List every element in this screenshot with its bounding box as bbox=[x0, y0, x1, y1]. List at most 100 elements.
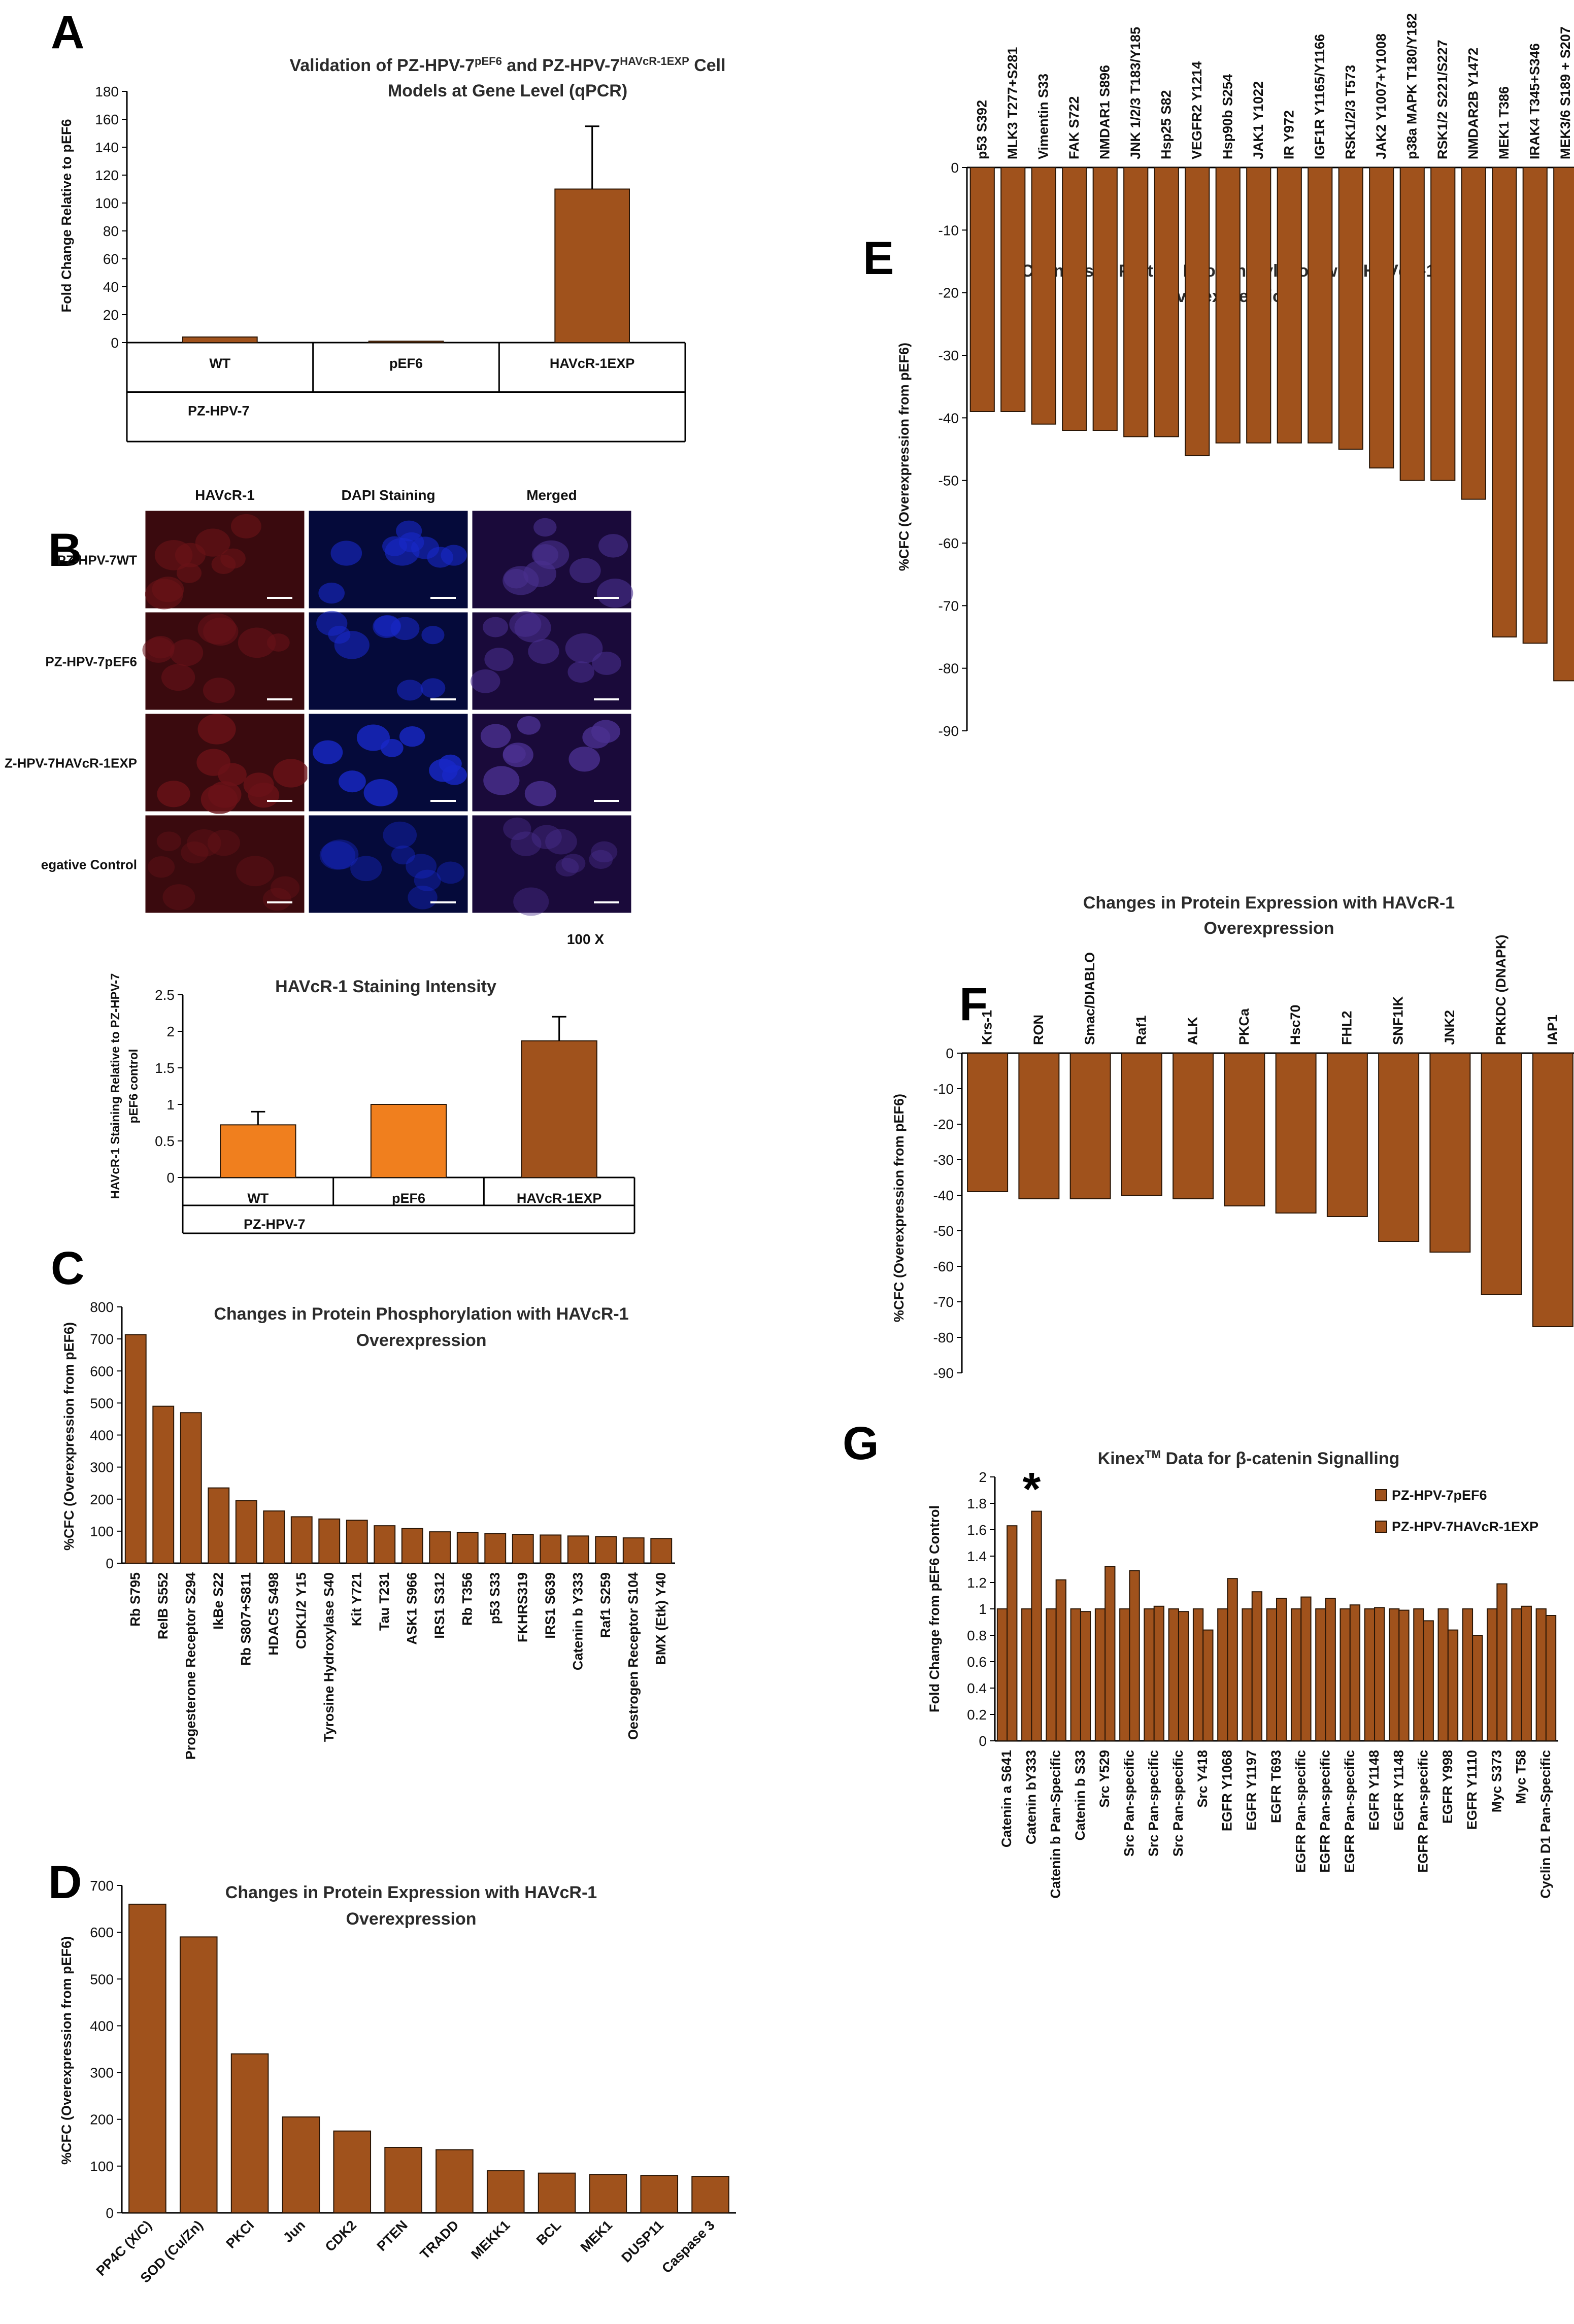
e-bar-4 bbox=[1092, 167, 1118, 431]
f-bar-3 bbox=[1121, 1053, 1162, 1196]
b-cell-r3-c0-7 bbox=[181, 841, 209, 864]
b-cell-r3-c0-1 bbox=[187, 829, 221, 857]
e-cat-label-16: NMDAR2B Y1472 bbox=[1465, 48, 1481, 159]
f-cat-label-1: RON bbox=[1031, 1015, 1046, 1045]
b-cell-r0-c0-3 bbox=[195, 528, 230, 557]
e-bar-7 bbox=[1185, 167, 1210, 456]
a-ytick-label-1: 20 bbox=[103, 307, 119, 323]
g-bar-s1-11 bbox=[1276, 1598, 1287, 1741]
g-bar-s1-1 bbox=[1031, 1510, 1042, 1742]
e-bar-6 bbox=[1154, 167, 1179, 437]
c-bar-7 bbox=[318, 1518, 341, 1564]
g-bar-s0-8 bbox=[1192, 1608, 1204, 1741]
b-cell-r3-c2-0 bbox=[589, 850, 613, 869]
f-title-line-1: Changes in Protein Expression with HAVcR… bbox=[1083, 893, 1455, 913]
b-cell-r3-c0-3 bbox=[262, 888, 292, 911]
b-cell-r3-c0-0 bbox=[148, 856, 175, 878]
g-bar-s0-14 bbox=[1339, 1608, 1351, 1741]
d-ytick-label-0: 0 bbox=[106, 2205, 114, 2221]
b-cell-r2-c1-3 bbox=[399, 726, 425, 747]
c-bar-4 bbox=[235, 1500, 257, 1564]
e-cat-label-3: FAK S722 bbox=[1066, 96, 1082, 159]
c-cat-label-0: Rb S795 bbox=[127, 1572, 143, 1627]
c-title-line-1: Changes in Protein Phosphorylation with … bbox=[214, 1304, 628, 1324]
g-bar-s1-8 bbox=[1202, 1629, 1214, 1742]
d-bar-2 bbox=[230, 2053, 269, 2214]
g-bar-s1-0 bbox=[1007, 1525, 1018, 1741]
e-cat-label-5: JNK 1/2/3 T183/Y185 bbox=[1128, 27, 1143, 159]
b-cell-r2-c1-7 bbox=[339, 770, 366, 793]
c-cat-label-6: CDK1/2 Y15 bbox=[293, 1572, 309, 1649]
g-ytick-label-2: 0.4 bbox=[967, 1680, 987, 1696]
b-bar-1 bbox=[370, 1104, 447, 1178]
f-cat-label-2: Smac/DIABLO bbox=[1082, 952, 1097, 1045]
b-cell-r2-c0-8 bbox=[243, 772, 274, 797]
g-ytick-label-1: 0.2 bbox=[967, 1707, 987, 1723]
a-title-line-1-part-0: Validation of PZ-HPV-7 bbox=[289, 56, 475, 75]
b-cell-r2-c1-1 bbox=[313, 740, 343, 764]
b-cell-r3-c0-6 bbox=[236, 856, 275, 887]
e-ytick-label-0: 0 bbox=[951, 160, 959, 176]
g-cat-label-9: EGFR Y1068 bbox=[1219, 1750, 1234, 1831]
b-cell-r0-c1-5 bbox=[318, 582, 345, 604]
c-cat-label-19: BMX (Etk) Y40 bbox=[653, 1572, 668, 1665]
g-cat-label-13: EGFR Pan-specific bbox=[1318, 1750, 1333, 1873]
g-ytick-label-7: 1.4 bbox=[967, 1548, 987, 1564]
c-ylabel-0: %CFC (Overexpression from pEF6) bbox=[61, 1322, 77, 1551]
g-cat-label-7: Src Pan-specific bbox=[1170, 1750, 1186, 1857]
c-bar-9 bbox=[374, 1525, 396, 1564]
a-bar-0 bbox=[182, 336, 258, 343]
a-ytick-label-2: 40 bbox=[103, 279, 119, 295]
e-ytick-label-6: -60 bbox=[939, 535, 959, 551]
c-bar-0 bbox=[124, 1334, 147, 1564]
d-bar-6 bbox=[436, 2149, 474, 2213]
g-ytick-label-9: 1.8 bbox=[967, 1496, 987, 1511]
g-cat-label-0: Catenin a S641 bbox=[999, 1750, 1014, 1847]
g-ytick-label-10: 2 bbox=[979, 1469, 987, 1485]
g-bar-s1-22 bbox=[1545, 1615, 1557, 1741]
f-cat-label-0: Krs-1 bbox=[980, 1010, 995, 1045]
g-bar-s0-19 bbox=[1462, 1608, 1473, 1741]
e-ytick-label-2: -20 bbox=[939, 285, 959, 301]
g-bar-s0-0 bbox=[996, 1608, 1008, 1741]
d-ylabel-0: %CFC (Overexpression from pEF6) bbox=[59, 1936, 74, 2165]
b-micrograph-r3-c0 bbox=[144, 814, 306, 915]
g-cat-label-8: Src Y418 bbox=[1195, 1750, 1210, 1808]
e-bar-0 bbox=[969, 167, 995, 412]
b-cell-r1-c1-8 bbox=[390, 617, 420, 641]
g-bar-s1-6 bbox=[1153, 1605, 1164, 1742]
c-bar-2 bbox=[180, 1412, 202, 1564]
b-ytick-label-0: 0 bbox=[166, 1170, 175, 1186]
f-ytick-label-3: -30 bbox=[933, 1152, 954, 1168]
b-cell-r2-c2-1 bbox=[524, 781, 557, 806]
e-ytick-label-3: -30 bbox=[939, 348, 959, 363]
d-ytick-label-4: 400 bbox=[90, 2018, 114, 2034]
c-bar-19 bbox=[650, 1538, 673, 1564]
g-legend-label-0: PZ-HPV-7pEF6 bbox=[1392, 1488, 1487, 1503]
d-bar-0 bbox=[128, 1903, 166, 2214]
c-cat-label-10: ASK1 S966 bbox=[404, 1572, 419, 1645]
b-micrograph-r3-c2 bbox=[471, 814, 633, 915]
e-ytick-label-7: -70 bbox=[939, 598, 959, 614]
b-cell-r2-c0-7 bbox=[218, 763, 247, 786]
f-cat-label-8: SNF1IK bbox=[1391, 996, 1406, 1045]
b-cell-r3-c2-6 bbox=[510, 831, 542, 856]
a-ytick-label-3: 60 bbox=[103, 251, 119, 267]
c-cat-label-13: p53 S33 bbox=[487, 1572, 503, 1624]
b-cell-r2-c2-2 bbox=[480, 724, 511, 749]
e-cat-label-14: p38a MAPK T180/Y182 bbox=[1404, 13, 1419, 159]
a-bar-1 bbox=[368, 341, 444, 343]
b-cell-r2-c1-8 bbox=[429, 759, 458, 782]
f-ytick-label-5: -50 bbox=[933, 1223, 954, 1239]
e-bar-19 bbox=[1553, 167, 1574, 682]
f-ytick-label-6: -60 bbox=[933, 1259, 954, 1274]
a-title-line-2: Models at Gene Level (qPCR) bbox=[388, 81, 627, 100]
b-bar-0 bbox=[220, 1124, 296, 1178]
e-cat-label-15: RSK1/2 S221/S227 bbox=[1435, 40, 1450, 159]
g-cat-label-1: Catenin bY333 bbox=[1023, 1750, 1039, 1844]
